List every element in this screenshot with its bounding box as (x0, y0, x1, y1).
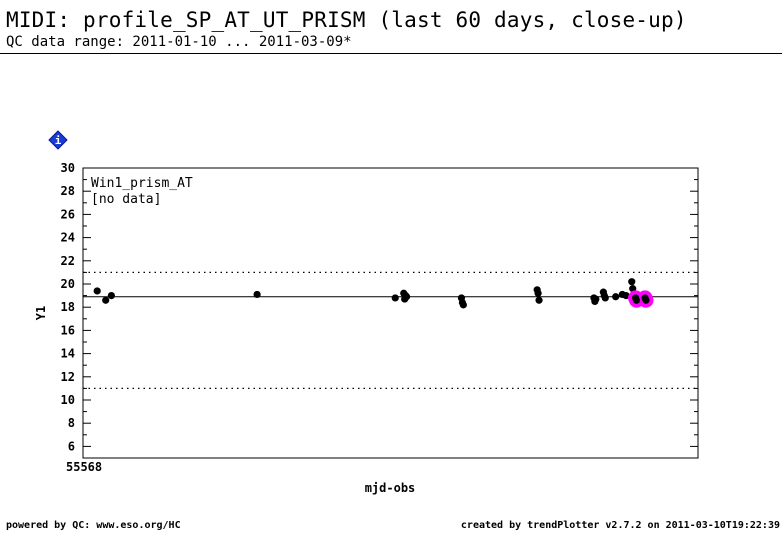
x-axis-label: mjd-obs (365, 481, 416, 495)
svg-text:i: i (55, 134, 62, 147)
data-point (534, 289, 542, 297)
page-title: MIDI: profile_SP_AT_UT_PRISM (last 60 da… (6, 8, 687, 32)
data-point (253, 290, 261, 299)
y-tick-label: 10 (61, 393, 75, 407)
data-point (628, 278, 636, 286)
header-divider (0, 53, 782, 54)
panel-label: Win1_prism_AT (91, 176, 193, 191)
y-axis-ticks: 6 8 10 12 14 16 18 20 22 24 26 28 30 (61, 161, 698, 459)
info-diamond-icon[interactable]: i (48, 130, 68, 150)
y-tick-label: 24 (61, 231, 75, 245)
y-tick-label: 26 (61, 207, 75, 221)
data-point (459, 301, 467, 309)
data-point (402, 293, 411, 301)
y-tick-label: 30 (61, 161, 75, 175)
y-tick-label: 12 (61, 370, 75, 384)
y-tick-label: 14 (61, 347, 75, 361)
data-point (629, 285, 637, 293)
y-tick-label: 28 (61, 184, 75, 198)
y-tick-label: 22 (61, 254, 75, 268)
data-point (601, 294, 609, 302)
plot-frame (82, 167, 699, 459)
footer-powered-by: powered by QC: www.eso.org/HC (6, 520, 181, 531)
y-tick-label: 6 (68, 439, 75, 453)
y-tick-label: 8 (68, 416, 75, 430)
highlighted-data-point (632, 296, 641, 304)
highlighted-data-point (642, 296, 650, 304)
y-tick-label: 18 (61, 300, 75, 314)
qc-data-range: QC data range: 2011-01-10 ... 2011-03-09… (6, 34, 352, 50)
data-points (93, 278, 654, 309)
x-start-label: 55568 (66, 460, 102, 474)
y-tick-label: 16 (61, 323, 75, 337)
data-point (592, 295, 600, 303)
data-point (391, 294, 399, 302)
data-point (612, 293, 620, 301)
y-tick-label: 20 (61, 277, 75, 291)
footer-created-by: created by trendPlotter v2.7.2 on 2011-0… (460, 520, 780, 531)
data-point (622, 292, 630, 300)
y-axis-label: Y1 (34, 306, 48, 320)
data-point (102, 296, 110, 304)
data-point (93, 287, 101, 295)
panel-note: [no data] (91, 192, 161, 207)
data-point (107, 292, 115, 300)
data-point (535, 296, 543, 304)
